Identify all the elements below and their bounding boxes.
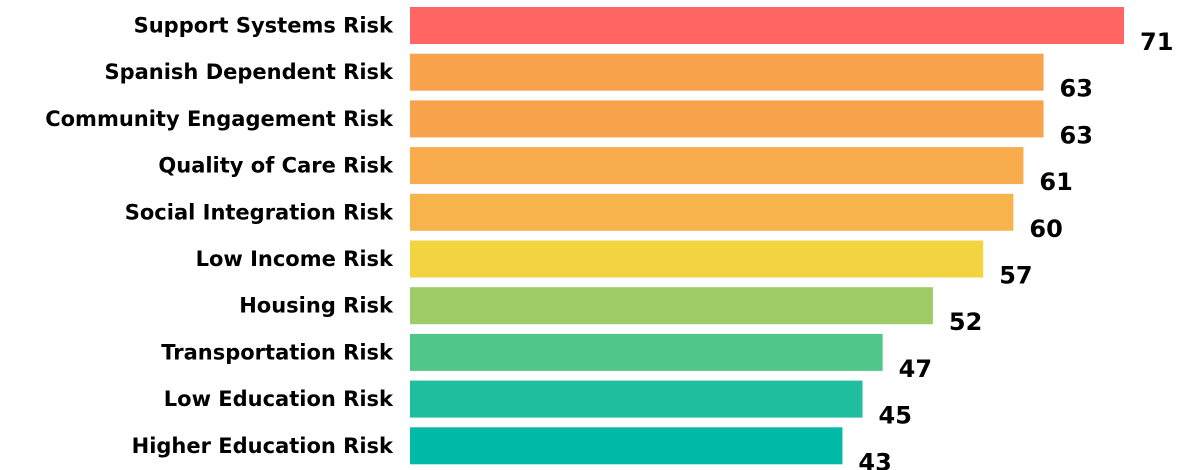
bar (410, 333, 883, 371)
bar (410, 7, 1124, 44)
value-label: 71 (1140, 28, 1173, 56)
category-label: Spanish Dependent Risk (104, 60, 394, 84)
category-label: Low Education Risk (164, 387, 394, 411)
value-label: 57 (999, 262, 1032, 290)
category-label: Social Integration Risk (125, 200, 394, 224)
value-label: 52 (949, 308, 982, 336)
bar (410, 287, 933, 325)
category-label: Higher Education Risk (132, 434, 394, 458)
bar (410, 240, 984, 278)
category-label: Support Systems Risk (134, 14, 394, 38)
bar (410, 147, 1024, 185)
category-label: Community Engagement Risk (45, 107, 394, 131)
value-label: 60 (1029, 215, 1062, 243)
bar (410, 380, 863, 418)
category-label: Housing Risk (239, 294, 394, 318)
bar (410, 100, 1044, 138)
bar (410, 53, 1044, 91)
category-label: Transportation Risk (161, 340, 394, 364)
value-label: 61 (1039, 168, 1072, 196)
value-label: 47 (899, 355, 932, 383)
bar (410, 193, 1014, 231)
category-label: Low Income Risk (196, 247, 394, 271)
value-label: 63 (1060, 75, 1093, 103)
value-label: 45 (879, 402, 912, 430)
category-label: Quality of Care Risk (158, 154, 394, 178)
value-label: 63 (1060, 121, 1093, 149)
bar (410, 427, 843, 465)
value-label: 43 (858, 448, 891, 470)
